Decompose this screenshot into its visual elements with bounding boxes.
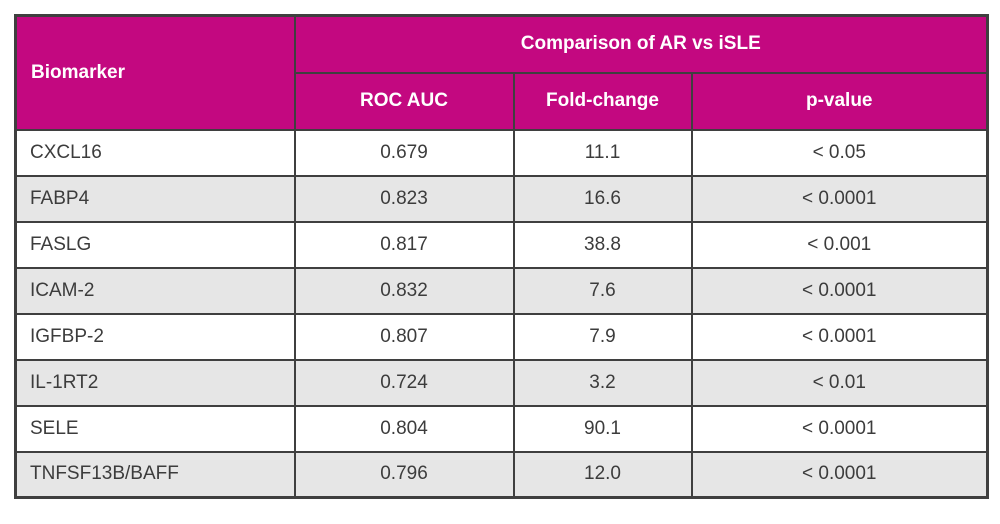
biomarker-name: SELE	[14, 404, 296, 453]
roc-auc-value: 0.832	[293, 266, 515, 315]
table-row: IGFBP-2 0.807 7.9 < 0.0001	[14, 312, 989, 361]
fold-change-column-header: Fold-change	[512, 71, 693, 131]
p-value: < 0.001	[690, 220, 989, 269]
biomarker-name: TNFSF13B/BAFF	[14, 450, 296, 499]
p-value: < 0.0001	[690, 404, 989, 453]
roc-auc-value: 0.679	[293, 128, 515, 177]
fold-change-value: 16.6	[512, 174, 693, 223]
p-value: < 0.0001	[690, 312, 989, 361]
p-value: < 0.0001	[690, 174, 989, 223]
biomarker-name: ICAM-2	[14, 266, 296, 315]
biomarker-name: IL-1RT2	[14, 358, 296, 407]
group-header: Comparison of AR vs iSLE	[293, 14, 989, 74]
table-row: ICAM-2 0.832 7.6 < 0.0001	[14, 266, 989, 315]
roc-auc-value: 0.804	[293, 404, 515, 453]
roc-auc-value: 0.807	[293, 312, 515, 361]
roc-auc-value: 0.817	[293, 220, 515, 269]
table-row: FASLG 0.817 38.8 < 0.001	[14, 220, 989, 269]
header-row-group: Biomarker Comparison of AR vs iSLE	[14, 14, 989, 131]
biomarker-comparison-table: Biomarker Comparison of AR vs iSLE ROC A…	[14, 14, 989, 499]
fold-change-value: 38.8	[512, 220, 693, 269]
fold-change-value: 7.6	[512, 266, 693, 315]
biomarker-column-header: Biomarker	[14, 14, 296, 131]
table-row: IL-1RT2 0.724 3.2 < 0.01	[14, 358, 989, 407]
fold-change-value: 12.0	[512, 450, 693, 499]
p-value: < 0.0001	[690, 266, 989, 315]
table-row: CXCL16 0.679 11.1 < 0.05	[14, 128, 989, 177]
fold-change-value: 11.1	[512, 128, 693, 177]
p-value: < 0.0001	[690, 450, 989, 499]
fold-change-value: 3.2	[512, 358, 693, 407]
roc-auc-value: 0.796	[293, 450, 515, 499]
biomarker-name: FABP4	[14, 174, 296, 223]
p-value: < 0.01	[690, 358, 989, 407]
table-row: TNFSF13B/BAFF 0.796 12.0 < 0.0001	[14, 450, 989, 499]
table-row: FABP4 0.823 16.6 < 0.0001	[14, 174, 989, 223]
roc-auc-value: 0.823	[293, 174, 515, 223]
header-row-sub: ROC AUC Fold-change p-value	[16, 71, 989, 131]
p-value: < 0.05	[690, 128, 989, 177]
fold-change-value: 90.1	[512, 404, 693, 453]
biomarker-name: CXCL16	[14, 128, 296, 177]
roc-auc-column-header: ROC AUC	[293, 71, 515, 131]
roc-auc-value: 0.724	[293, 358, 515, 407]
biomarker-name: IGFBP-2	[14, 312, 296, 361]
biomarker-name: FASLG	[14, 220, 296, 269]
table-row: SELE 0.804 90.1 < 0.0001	[14, 404, 989, 453]
fold-change-value: 7.9	[512, 312, 693, 361]
p-value-column-header: p-value	[690, 71, 989, 131]
